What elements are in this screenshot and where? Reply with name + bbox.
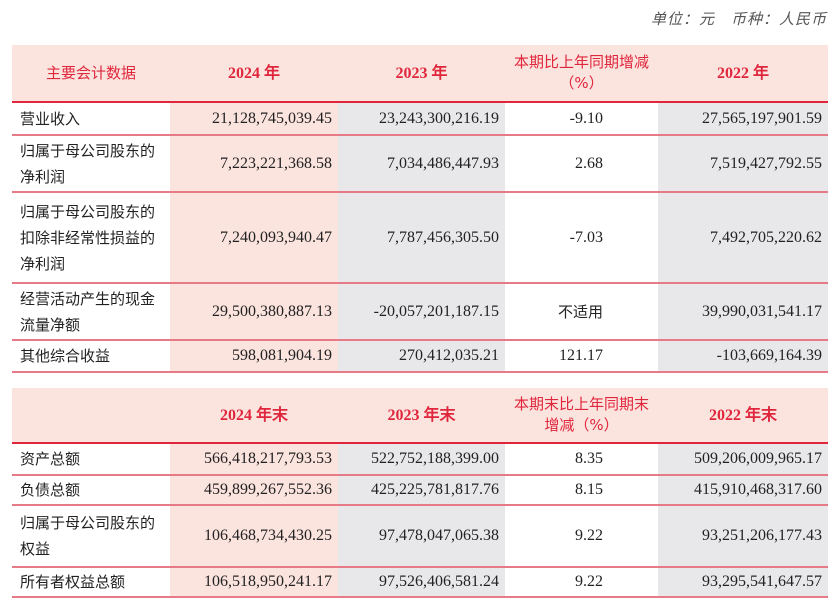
value-2024: 21,128,745,039.45 (170, 102, 338, 136)
value-2023: 425,225,781,817.76 (338, 475, 505, 506)
table-row: 其他综合收益 598,081,904.19 270,412,035.21 121.17… (12, 340, 828, 373)
row-label: 负债总额 (12, 475, 170, 506)
value-2022: 415,910,468,317.60 (658, 475, 828, 506)
table-header-row: 主要会计数据 2024 年 2023 年 本期比上年同期增减（%） 2022 年 (12, 45, 828, 103)
balance-data-table: 2024 年末 2023 年末 本期末比上年同期末增减（%） 2022 年末 资… (12, 388, 828, 598)
row-label: 归属于母公司股东的扣除非经常性损益的净利润 (12, 192, 170, 284)
header-2023: 2023 年 (338, 45, 505, 103)
value-2024: 566,418,217,793.53 (170, 443, 338, 476)
value-2022: 509,206,009,965.17 (658, 443, 828, 476)
value-change: 不适用 (505, 283, 658, 341)
value-change: 121.17 (505, 340, 658, 373)
value-2022: 39,990,031,541.17 (658, 283, 828, 341)
unit-note: 单位：元 币种：人民币 (650, 10, 827, 28)
row-label: 营业收入 (12, 102, 170, 136)
value-2024: 106,468,734,430.25 (170, 505, 338, 568)
header-item: 主要会计数据 (12, 45, 170, 103)
header-2023-end: 2023 年末 (338, 388, 505, 444)
value-2023: 97,478,047,065.38 (338, 505, 505, 568)
row-label: 其他综合收益 (12, 340, 170, 373)
header-2022-end: 2022 年末 (658, 388, 828, 444)
value-2023: 270,412,035.21 (338, 340, 505, 373)
value-2023: 7,787,456,305.50 (338, 192, 505, 284)
value-2023: 522,752,188,399.00 (338, 443, 505, 476)
value-change: 9.22 (505, 505, 658, 568)
value-change: 8.15 (505, 475, 658, 506)
table-row: 归属于母公司股东的扣除非经常性损益的净利润 7,240,093,940.47 7,7… (12, 192, 828, 284)
table-row: 归属于母公司股东的净利润 7,223,221,368.58 7,034,486,44… (12, 135, 828, 193)
value-2024: 29,500,380,887.13 (170, 283, 338, 341)
value-2024: 7,240,093,940.47 (170, 192, 338, 284)
header-2024: 2024 年 (170, 45, 338, 103)
table-row: 资产总额 566,418,217,793.53 522,752,188,399.00… (12, 443, 828, 476)
value-2023: 23,243,300,216.19 (338, 102, 505, 136)
value-2023: 7,034,486,447.93 (338, 135, 505, 193)
value-2022: 27,565,197,901.59 (658, 102, 828, 136)
key-accounting-data-table: 主要会计数据 2024 年 2023 年 本期比上年同期增减（%） 2022 年… (12, 45, 828, 373)
header-2022: 2022 年 (658, 45, 828, 103)
value-2024: 459,899,267,552.36 (170, 475, 338, 506)
value-2022: 7,519,427,792.55 (658, 135, 828, 193)
value-change: 8.35 (505, 443, 658, 476)
value-2022: 93,295,541,647.57 (658, 567, 828, 598)
value-change: 2.68 (505, 135, 658, 193)
value-change: -9.10 (505, 102, 658, 136)
value-2022: 93,251,206,177.43 (658, 505, 828, 568)
value-2022: 7,492,705,220.62 (658, 192, 828, 284)
table-row: 所有者权益总额 106,518,950,241.17 97,526,406,581.… (12, 567, 828, 598)
row-label: 归属于母公司股东的净利润 (12, 135, 170, 193)
value-change: -7.03 (505, 192, 658, 284)
header-change: 本期末比上年同期末增减（%） (505, 388, 658, 444)
value-2024: 106,518,950,241.17 (170, 567, 338, 598)
table-row: 营业收入 21,128,745,039.45 23,243,300,216.19 -9… (12, 102, 828, 136)
header-item (12, 388, 170, 444)
header-change: 本期比上年同期增减（%） (505, 45, 658, 103)
value-2024: 598,081,904.19 (170, 340, 338, 373)
value-2022: -103,669,164.39 (658, 340, 828, 373)
row-label: 归属于母公司股东的权益 (12, 505, 170, 568)
row-label: 资产总额 (12, 443, 170, 476)
value-2023: -20,057,201,187.15 (338, 283, 505, 341)
value-2023: 97,526,406,581.24 (338, 567, 505, 598)
table-row: 归属于母公司股东的权益 106,468,734,430.25 97,478,047,… (12, 505, 828, 568)
value-change: 9.22 (505, 567, 658, 598)
value-2024: 7,223,221,368.58 (170, 135, 338, 193)
table-header-row: 2024 年末 2023 年末 本期末比上年同期末增减（%） 2022 年末 (12, 388, 828, 444)
table-row: 经营活动产生的现金流量净额 29,500,380,887.13 -20,057,20… (12, 283, 828, 341)
row-label: 所有者权益总额 (12, 567, 170, 598)
table-row: 负债总额 459,899,267,552.36 425,225,781,817.76… (12, 475, 828, 506)
header-2024-end: 2024 年末 (170, 388, 338, 444)
row-label: 经营活动产生的现金流量净额 (12, 283, 170, 341)
